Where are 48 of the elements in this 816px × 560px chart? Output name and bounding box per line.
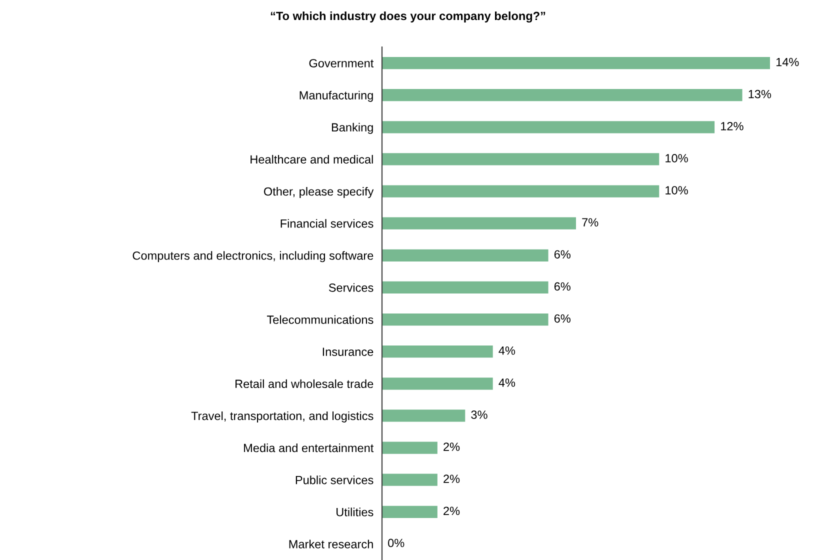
bar (382, 185, 660, 198)
bar (382, 346, 493, 358)
data-label: 4% (498, 346, 516, 355)
y-tick-label: Manufacturing (300, 90, 373, 102)
data-label: 12% (721, 122, 744, 130)
y-tick-label: Insurance (322, 348, 374, 356)
y-tick-label: Banking (332, 122, 373, 134)
bar (382, 281, 548, 294)
y-tick-label: Media and entertainment (244, 444, 374, 452)
data-label: 14% (776, 58, 799, 66)
data-label: 6% (554, 282, 570, 291)
bar (382, 89, 742, 102)
data-label: 13% (748, 90, 772, 98)
data-label: 3% (471, 410, 488, 419)
y-tick-label: Other, please specify (264, 187, 374, 198)
data-label: 4% (498, 378, 516, 387)
bar (382, 378, 493, 390)
data-label: 2% (444, 506, 460, 516)
bar (382, 249, 548, 262)
bar (382, 442, 438, 454)
bar (382, 410, 466, 422)
bar (382, 153, 660, 166)
data-label: 0% (388, 538, 404, 548)
data-label: 2% (444, 474, 460, 483)
data-label: 6% (554, 250, 570, 259)
data-label: 2% (444, 442, 460, 451)
bar (382, 474, 438, 486)
y-tick-label: Financial services (280, 219, 374, 228)
data-label: 10% (666, 186, 688, 194)
y-tick-label: Government (309, 59, 374, 68)
data-label: 7% (582, 218, 598, 226)
bar (382, 313, 548, 326)
data-label: 10% (666, 154, 688, 162)
y-tick-label: Public services (296, 476, 374, 484)
bar (382, 56, 770, 70)
bar (382, 506, 438, 518)
y-tick-label: Services (328, 283, 374, 292)
y-tick-label: Healthcare and medical (250, 154, 373, 164)
y-tick-label: Market research (289, 540, 373, 548)
y-tick-label: Travel, transportation, and logistics (191, 411, 374, 422)
data-label: 6% (554, 314, 570, 323)
y-tick-label: Retail and wholesale trade (236, 379, 374, 388)
chart-title: “To which industry does your company belong?” (270, 11, 546, 23)
y-tick-label: Computers and electronics, including software (132, 251, 374, 262)
y-tick-label: Utilities (336, 508, 374, 516)
y-tick-label: Telecommunications (266, 315, 374, 324)
bar (382, 217, 576, 230)
bar (382, 121, 715, 134)
